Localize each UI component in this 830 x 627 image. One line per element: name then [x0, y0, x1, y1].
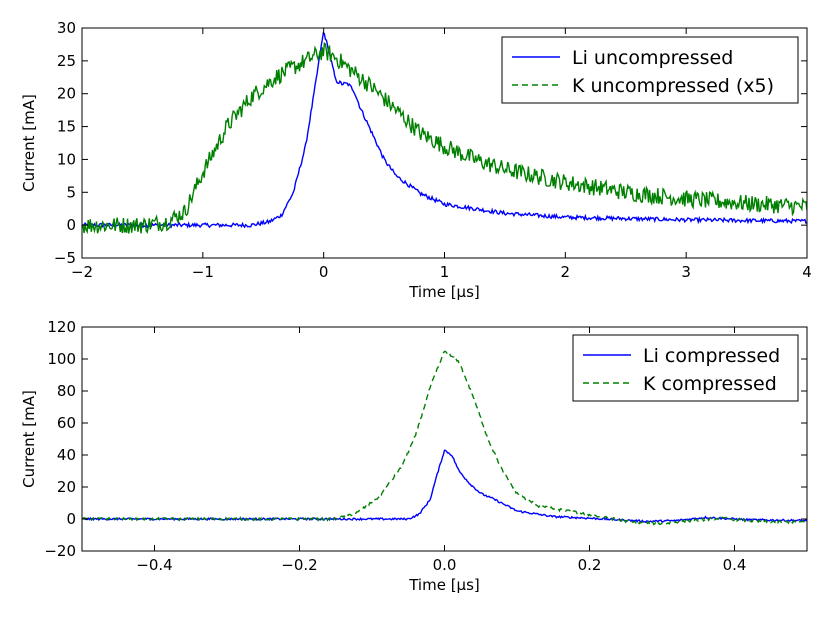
y-tick-label: 80 [57, 382, 76, 400]
x-tick-label: −0.2 [281, 556, 317, 574]
y-axis-label: Current [mA] [20, 390, 38, 488]
x-tick-label: −2 [71, 263, 93, 281]
x-tick-label: 3 [681, 263, 691, 281]
series-line-k-compressed [82, 350, 807, 527]
legend: Li compressed K compressed [572, 334, 799, 402]
y-tick-label: 30 [57, 19, 76, 37]
legend-label: Li uncompressed [572, 47, 733, 69]
y-tick-label: 120 [47, 318, 76, 336]
x-tick-label: −0.4 [136, 556, 172, 574]
y-tick-label: 60 [57, 414, 76, 432]
legend-box [572, 334, 799, 402]
y-axis-label: Current [mA] [20, 94, 38, 192]
x-tick-label: 0.2 [578, 556, 602, 574]
x-tick-label: 0.0 [433, 556, 457, 574]
x-axis-label: Time [μs] [408, 283, 480, 301]
series-line-k-uncompressed-x5- [82, 42, 807, 235]
x-axis-label: Time [μs] [408, 576, 480, 594]
x-tick-label: 1 [440, 263, 450, 281]
series-line-li-uncompressed [82, 31, 807, 229]
legend-box [501, 36, 799, 104]
legend-label: K uncompressed (x5) [572, 75, 774, 97]
x-tick-label: 4 [802, 263, 812, 281]
y-tick-label: 5 [66, 183, 76, 201]
y-tick-label: 20 [57, 85, 76, 103]
y-tick-label: −5 [54, 249, 76, 267]
x-tick-label: 0 [319, 263, 329, 281]
series-line-li-compressed [82, 449, 807, 524]
legend: Li uncompressed K uncompressed (x5) [501, 36, 799, 104]
chart-panel-2: −0.4 −0.2 0.0 0.2 0.4 −20 0 20 40 60 80 100 120 Time … [20, 318, 808, 594]
y-tick-label: 15 [57, 118, 76, 136]
y-tick-label: 10 [57, 150, 76, 168]
x-tick-label: 0.4 [723, 556, 747, 574]
y-tick-label: 25 [57, 52, 76, 70]
y-tick-label: −20 [44, 542, 76, 560]
legend-label: Li compressed [643, 345, 780, 367]
y-tick-label: 0 [66, 216, 76, 234]
y-tick-label: 20 [57, 478, 76, 496]
y-tick-label: 0 [66, 510, 76, 528]
y-tick-label: 100 [47, 350, 76, 368]
legend-label: K compressed [643, 373, 777, 395]
y-tick-label: 40 [57, 446, 76, 464]
chart-panel-1: −2 −1 0 1 2 3 4 −5 0 5 10 15 20 25 30 Time [μs] Current … [20, 19, 812, 301]
x-tick-label: −1 [192, 263, 214, 281]
x-tick-label: 2 [561, 263, 571, 281]
